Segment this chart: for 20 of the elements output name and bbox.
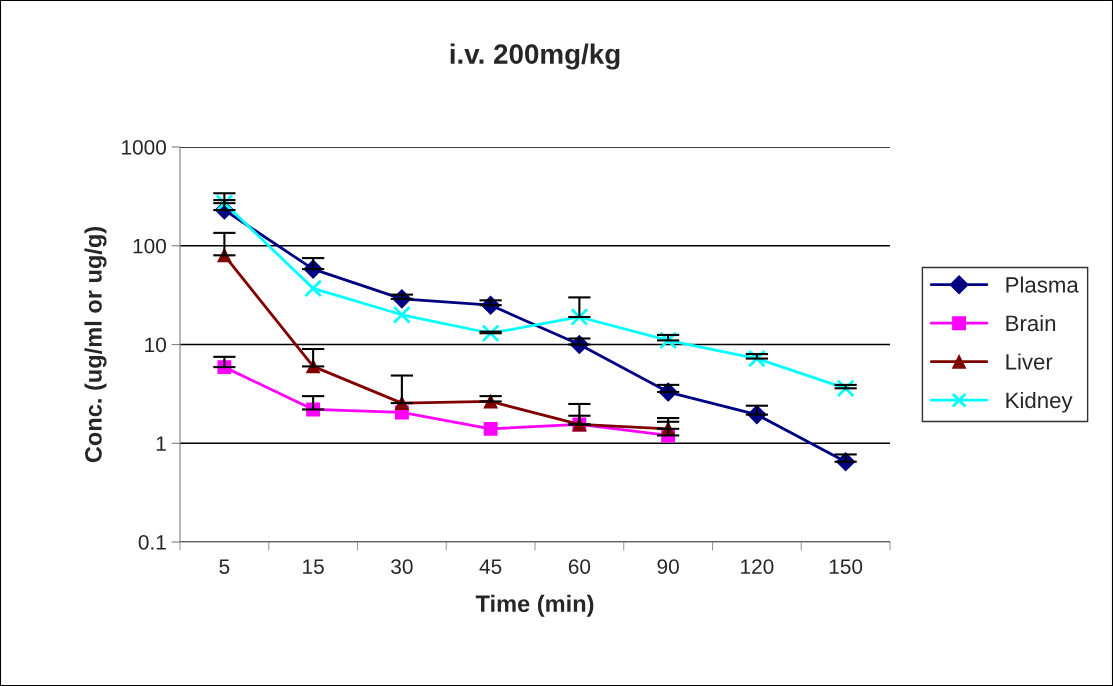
legend-label: Brain [1006, 314, 1056, 332]
y-tick-label: 1 [156, 436, 166, 451]
legend-label: Liver [1006, 353, 1053, 370]
x-tick-label: 60 [568, 559, 591, 574]
x-axis-title: Time (min) [475, 594, 594, 617]
x-tick-label: 150 [829, 559, 863, 574]
x-tick-label: 45 [479, 559, 502, 574]
y-tick-label: 0.1 [138, 535, 166, 550]
y-axis-title: Conc. (ug/ml or ug/g) [84, 226, 107, 463]
x-tick-label: 5 [219, 559, 230, 574]
x-tick-label: 30 [391, 559, 413, 574]
legend-label: Plasma [1006, 276, 1079, 293]
y-tick-label: 100 [133, 238, 166, 254]
y-tick-label: 1000 [122, 140, 166, 155]
x-tick-label: 15 [303, 559, 324, 574]
x-tick-label: 120 [741, 559, 774, 574]
x-tick-label: 90 [657, 559, 679, 574]
legend-label: Kidney [1006, 391, 1073, 413]
y-tick-label: 10 [145, 337, 166, 353]
chart-title: i.v. 200mg/kg [450, 43, 620, 70]
